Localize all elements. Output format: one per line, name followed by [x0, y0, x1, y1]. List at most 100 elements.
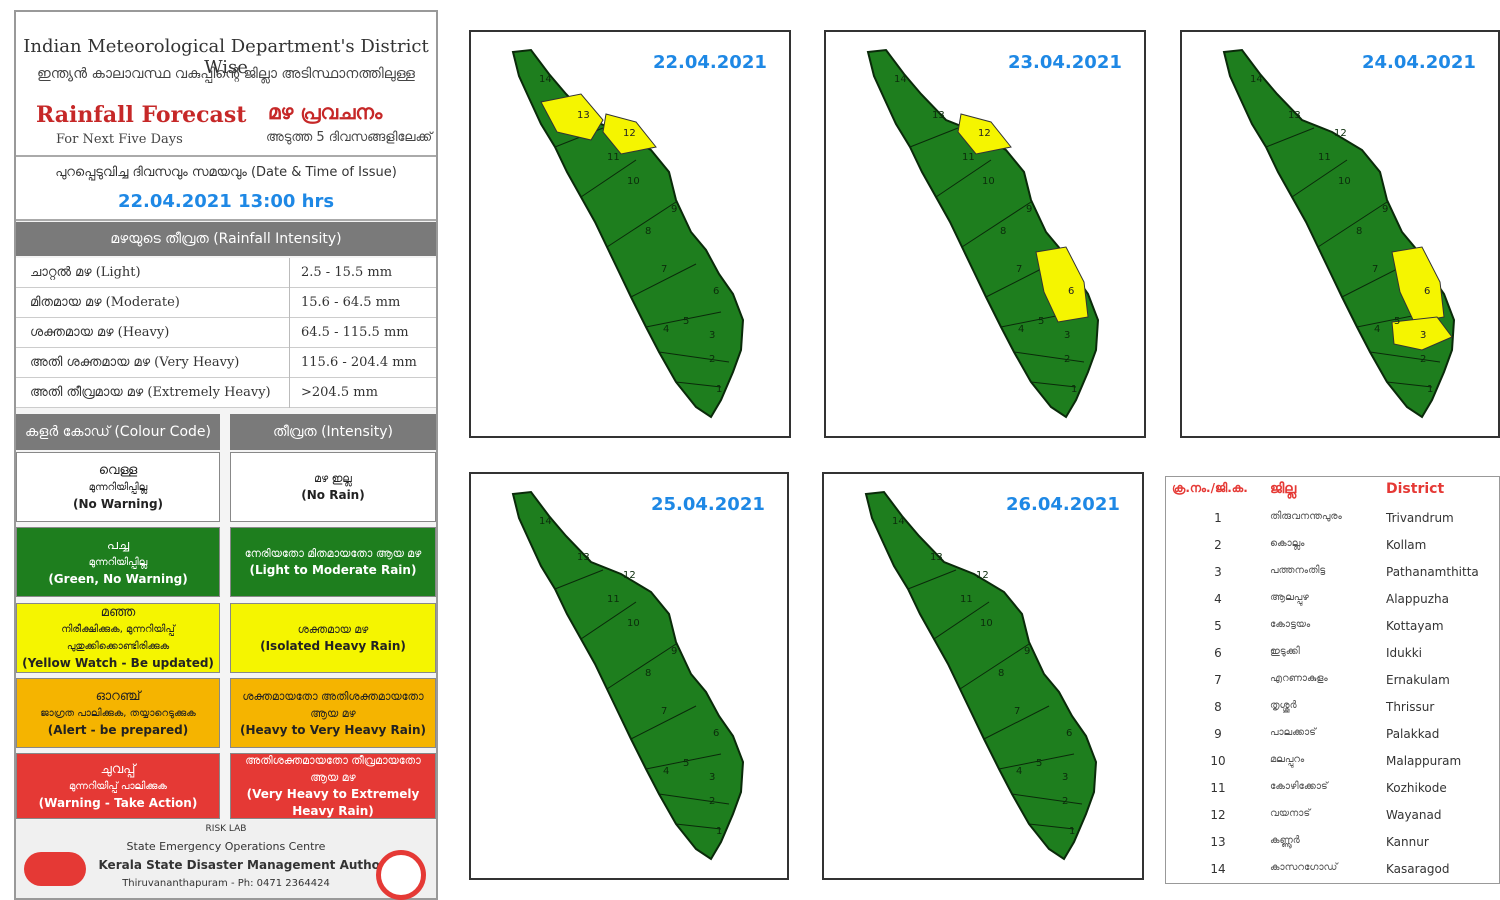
district-name-en: Kannur: [1386, 835, 1429, 849]
district-row: 5 കോട്ടയം Kottayam: [1166, 619, 1500, 646]
ksdma-logo-icon: [24, 852, 86, 886]
district-name-en: Ernakulam: [1386, 673, 1450, 687]
intensity-text: ശക്തമായ മഴ: [297, 623, 369, 636]
district-row: 10 മലപ്പുറം Malappuram: [1166, 754, 1500, 781]
district-number-label: 4: [1018, 324, 1024, 335]
district-boundary: [1369, 351, 1441, 363]
colour-meaning-en: (Green, No Warning): [48, 571, 188, 586]
district-boundary: [606, 643, 677, 690]
district-name-ml: കാസറഗോഡ്: [1270, 862, 1338, 873]
district-number-label: 4: [663, 766, 669, 777]
district-name-en: Kottayam: [1386, 619, 1444, 633]
district-number: 11: [1210, 781, 1226, 795]
district-number-label: 1: [1069, 826, 1075, 837]
colour-name: ഓറഞ്ച്: [95, 688, 141, 704]
district-number-label: 2: [709, 354, 715, 365]
district-number-label: 8: [998, 668, 1004, 679]
intensity-range: 2.5 - 15.5 mm: [301, 265, 393, 280]
district-number-label: 1: [716, 384, 722, 395]
colour-meaning-en: (No Warning): [72, 496, 164, 511]
issue-label: പുറപ്പെടുവിച്ച ദിവസവും സമയവും (Date & Ti…: [55, 165, 397, 180]
map-date: 22.04.2021: [653, 52, 767, 73]
district-number: 5: [1214, 619, 1222, 633]
district-number-label: 14: [539, 516, 552, 527]
district-number-label: 13: [932, 110, 945, 121]
district-number-label: 1: [716, 826, 722, 837]
district-number: 3: [1214, 565, 1222, 579]
district-name-en: Idukki: [1386, 646, 1422, 660]
map-date: 26.04.2021: [1006, 494, 1120, 515]
intensity-row: ശക്തമായ മഴ (Heavy) 64.5 - 115.5 mm: [16, 318, 436, 348]
intensity-range: >204.5 mm: [301, 385, 378, 400]
district-boundary: [935, 159, 992, 198]
district-number-label: 5: [683, 316, 689, 327]
district-number-label: 8: [1000, 226, 1006, 237]
forecast-map: 1 2 3 4 5 6 7 8 9 10 11 12 13 14 22.04.2021: [469, 30, 791, 438]
intensity-code-header: തീവ്രത (Intensity): [230, 414, 436, 450]
district-number-label: 2: [1062, 796, 1068, 807]
district-name-en: Kasaragod: [1386, 862, 1450, 876]
district-boundary: [580, 159, 637, 198]
intensity-text-en: (Isolated Heavy Rain): [260, 639, 406, 653]
divider: [289, 258, 290, 288]
colour-code-cell: ചുവപ്പ് മുന്നറിയിപ്പ് പാലിക്കുക (Warning -…: [16, 753, 220, 819]
district-number-label: 11: [960, 594, 973, 605]
colour-code-header: കളർ കോഡ് (Colour Code): [16, 414, 220, 450]
district-number-label: 13: [577, 552, 590, 563]
intensity-row: മിതമായ മഴ (Moderate) 15.6 - 64.5 mm: [16, 288, 436, 318]
forecast-subtitle-malayalam: അടുത്ത 5 ദിവസങ്ങളിലേക്ക്: [266, 130, 433, 145]
district-number-label: 10: [627, 618, 640, 629]
intensity-text-en: (Very Heavy to Extremely Heavy Rain): [246, 787, 420, 818]
footer: RISK LAB State Emergency Operations Cent…: [16, 820, 436, 900]
district-number: 2: [1214, 538, 1222, 552]
colour-meaning: മുന്നറിയിപ്പില്ല: [88, 481, 148, 493]
district-number: 13: [1210, 835, 1226, 849]
district-row: 13 കണ്ണൂർ Kannur: [1166, 835, 1500, 862]
colour-meaning-en: (Yellow Watch - Be updated): [22, 656, 214, 670]
district-boundary: [675, 381, 722, 388]
legend-header: Indian Meteorological Department's Distr…: [16, 12, 436, 157]
colour-name: മഞ്ഞ: [100, 605, 136, 620]
district-name-en: Malappuram: [1386, 754, 1462, 768]
intensity-text: മഴ ഇല്ല: [314, 472, 352, 485]
district-number-label: 8: [645, 668, 651, 679]
district-name-en: Trivandrum: [1386, 511, 1454, 525]
district-number-label: 12: [976, 570, 989, 581]
district-boundary: [909, 127, 959, 148]
forecast-map: 1 2 3 4 5 6 7 8 9 10 11 12 13 14 26.04.2021: [822, 472, 1144, 880]
district-number-label: 12: [978, 128, 991, 139]
district-number-label: 6: [713, 728, 719, 739]
colour-code-cell: ഓറഞ്ച് ജാഗ്രത പാലിക്കുക, തയ്യാറെടുക്കുക (A…: [16, 678, 220, 748]
district-number-label: 7: [661, 264, 667, 275]
district-boundary: [1028, 823, 1075, 830]
forecast-map: 1 2 3 4 5 6 7 8 9 10 11 12 13 14 25.04.2021: [469, 472, 789, 880]
intensity-code-cell: മഴ ഇല്ല (No Rain): [230, 452, 436, 522]
colour-name: പച്ച: [106, 537, 130, 553]
centre-name: State Emergency Operations Centre: [126, 840, 326, 853]
district-number-label: 8: [645, 226, 651, 237]
district-number-label: 14: [894, 74, 907, 85]
district-number: 12: [1210, 808, 1226, 822]
district-name-ml: കൊല്ലം: [1270, 538, 1305, 549]
divider: [289, 348, 290, 378]
district-name-en: Wayanad: [1386, 808, 1442, 822]
district-number-label: 5: [1394, 316, 1400, 327]
map-date: 25.04.2021: [651, 494, 765, 515]
district-number-label: 13: [577, 110, 590, 121]
district-number-label: 9: [671, 204, 677, 215]
intensity-code-cell: നേരിയതോ മിതമായതോ ആയ മഴ (Light to Moderate…: [230, 527, 436, 597]
district-number-label: 7: [1016, 264, 1022, 275]
intensity-text: അതിശക്തമായതോ തീവ്രമായതോ ആയ മഴ: [245, 754, 421, 784]
colour-meaning: മുന്നറിയിപ്പില്ല: [88, 556, 148, 568]
district-number-label: 1: [1427, 384, 1433, 395]
yellow-alert-district: [1391, 316, 1453, 351]
intensity-label: ചാറ്റൽ മഴ (Light): [30, 265, 141, 280]
intensity-text-en: (Heavy to Very Heavy Rain): [239, 722, 426, 737]
colour-meaning: നിരീക്ഷിക്കുക, മുന്നറിയിപ്പ് പുതുക്കിക്ക…: [61, 624, 175, 652]
district-number-label: 2: [1064, 354, 1070, 365]
forecast-subtitle: For Next Five Days: [56, 132, 183, 147]
district-boundary: [554, 569, 604, 590]
district-name-ml: ആലപ്പുഴ: [1270, 592, 1309, 603]
